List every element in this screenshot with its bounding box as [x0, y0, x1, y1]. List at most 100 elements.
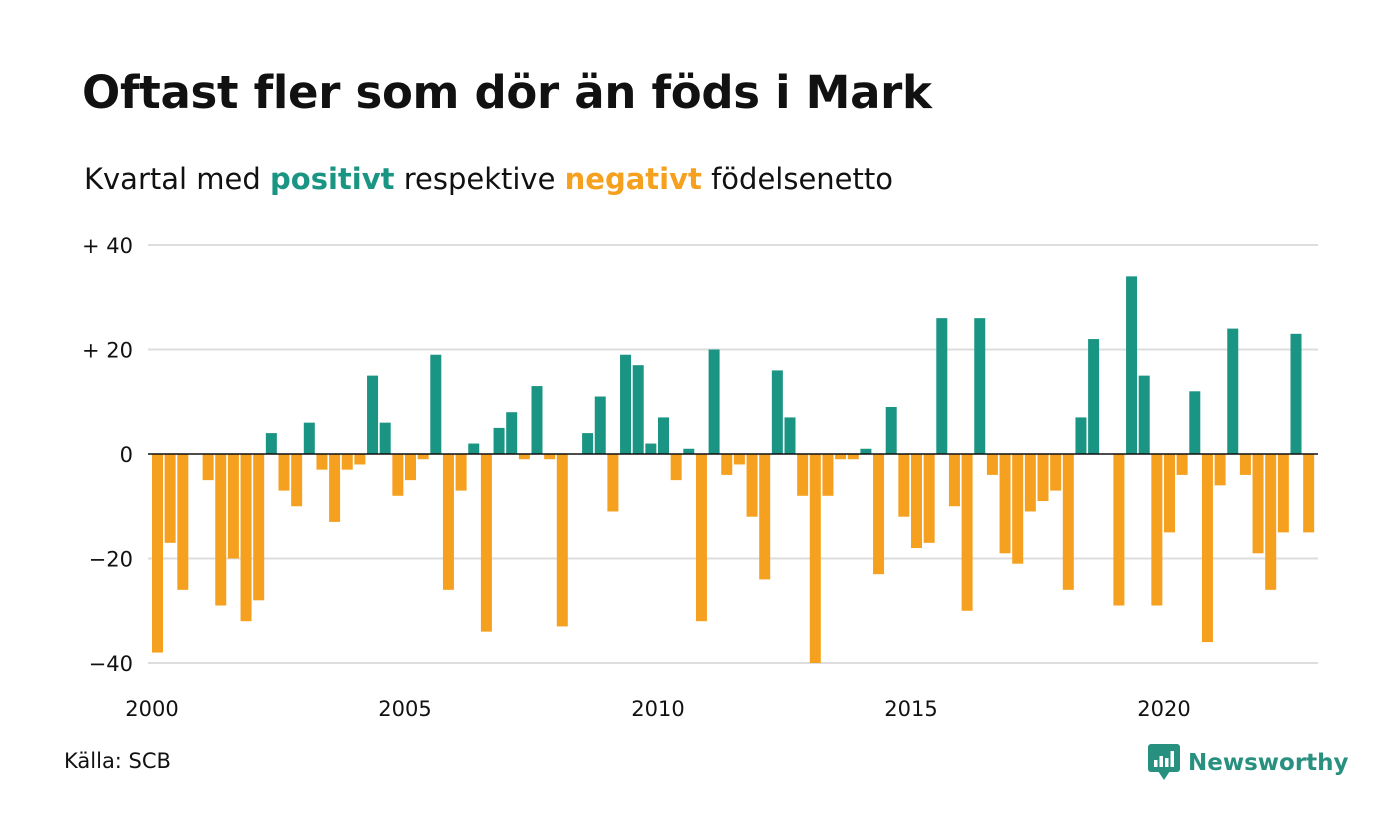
subtitle-middle: respektive [403, 162, 556, 196]
bar-positive [645, 443, 657, 454]
bar-positive [632, 365, 644, 454]
bar-positive [594, 396, 606, 454]
bar-negative [544, 454, 556, 460]
bar-positive [531, 386, 543, 454]
chart-subtitle: Kvartal med positivt respektive negativt… [84, 162, 893, 196]
bar-negative [670, 454, 682, 481]
bar-negative [455, 454, 467, 491]
bar-positive [379, 422, 391, 454]
bar-negative [405, 454, 416, 481]
bar-negative [227, 454, 239, 559]
bar-positive [620, 354, 632, 454]
bar-negative [1303, 454, 1315, 533]
newsworthy-brand[interactable]: Newsworthy [1148, 744, 1349, 782]
bar-negative [607, 454, 619, 512]
bar-positive [582, 433, 594, 454]
brand-name: Newsworthy [1188, 750, 1349, 776]
bar-negative [417, 454, 429, 460]
bar-negative [1024, 454, 1036, 512]
bar-negative [923, 454, 935, 543]
bar-positive [1088, 339, 1100, 454]
subtitle-positive-term: positivt [270, 162, 395, 196]
bar-negative [986, 454, 998, 475]
bar-negative [329, 454, 341, 522]
birth-surplus-bar-chart: + 40 + 20 0 −20 −40 2000 2005 2010 2015 2020 [82, 234, 1318, 721]
bar-negative [278, 454, 290, 491]
bar-negative [253, 454, 265, 601]
bar-positive [430, 354, 442, 454]
bar-negative [316, 454, 328, 470]
x-tick-label: 2020 [1137, 697, 1190, 721]
bar-positive [1075, 417, 1087, 454]
subtitle-negative-term: negativt [564, 162, 702, 196]
bar-negative [1214, 454, 1226, 486]
bar-negative [1265, 454, 1277, 590]
bar-negative [999, 454, 1011, 554]
bar-negative [1252, 454, 1264, 554]
bar-negative [480, 454, 492, 632]
y-tick-label: 0 [120, 443, 133, 467]
bar-positive [885, 406, 897, 454]
bar-positive [1126, 276, 1138, 454]
bar-negative [392, 454, 404, 496]
bar-negative [518, 454, 530, 460]
bar-negative [873, 454, 885, 575]
bar-negative [240, 454, 252, 622]
bar-negative [746, 454, 758, 517]
bar-negative [1201, 454, 1213, 643]
bar-positive [1138, 375, 1150, 455]
bar-negative [847, 454, 859, 460]
y-tick-label: −20 [89, 548, 133, 572]
bar-negative [733, 454, 745, 465]
bar-negative [797, 454, 809, 496]
x-tick-label: 2005 [378, 697, 431, 721]
bar-positive [1189, 391, 1201, 454]
bar-negative [911, 454, 922, 549]
bar-positive [708, 349, 720, 454]
bar-negative [898, 454, 910, 517]
bar-negative [835, 454, 847, 460]
x-tick-label: 2000 [125, 697, 178, 721]
bar-positive [936, 318, 948, 454]
y-tick-label: + 20 [82, 339, 133, 363]
bar-negative [1151, 454, 1163, 606]
bar-negative [1176, 454, 1188, 475]
bar-negative [759, 454, 771, 580]
x-tick-label: 2010 [631, 697, 684, 721]
newsworthy-logo-icon [1148, 744, 1180, 780]
bar-positive [658, 417, 669, 454]
bar-negative [442, 454, 454, 590]
bar-negative [721, 454, 733, 475]
bar-negative [215, 454, 227, 606]
bar-negative [809, 454, 821, 663]
bar-negative [341, 454, 353, 470]
bar-positive [860, 448, 872, 454]
bar-negative [961, 454, 973, 611]
source-note: Källa: SCB [64, 749, 171, 773]
bar-positive [493, 427, 505, 455]
bar-positive [784, 417, 796, 454]
y-tick-label: + 40 [82, 234, 133, 258]
bar-negative [291, 454, 303, 507]
bar-negative [1062, 454, 1074, 590]
bar-negative [1164, 454, 1175, 533]
bar-negative [354, 454, 366, 465]
bar-positive [974, 318, 986, 454]
bars [152, 276, 1315, 663]
bar-negative [164, 454, 176, 543]
bar-negative [556, 454, 568, 627]
bar-positive [367, 375, 379, 455]
x-tick-label: 2015 [884, 697, 937, 721]
bar-negative [695, 454, 707, 622]
subtitle-suffix: födelsenetto [711, 162, 893, 196]
bar-negative [1239, 454, 1251, 475]
bar-positive [468, 443, 480, 454]
chart-title: Oftast fler som dör än föds i Mark [82, 66, 932, 119]
x-axis-tick-labels: 2000 2005 2010 2015 2020 [125, 697, 1190, 721]
bar-negative [822, 454, 834, 496]
bar-negative [152, 454, 163, 653]
bar-negative [177, 454, 189, 590]
bar-negative [202, 454, 214, 481]
y-axis-tick-labels: + 40 + 20 0 −20 −40 [82, 234, 133, 676]
bar-positive [1227, 328, 1239, 454]
